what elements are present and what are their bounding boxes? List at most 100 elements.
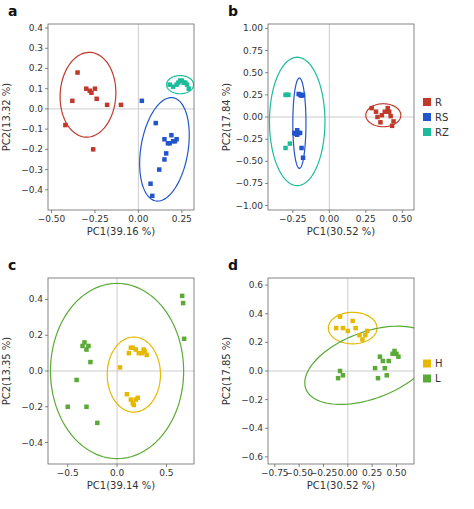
- x-tick: [117, 464, 118, 467]
- point: [295, 128, 300, 133]
- y-tick-label: 0.6: [249, 280, 264, 290]
- point: [383, 366, 388, 371]
- series: [283, 93, 292, 151]
- point: [157, 167, 162, 172]
- y-tick: [265, 139, 268, 140]
- panel: −0.50−0.250.000.25−0.4−0.3−0.2−0.10.00.1…: [1, 3, 194, 237]
- legend-label: L: [435, 373, 441, 384]
- y-tick: [45, 129, 48, 130]
- point: [169, 133, 174, 138]
- confidence-ellipse: [50, 283, 183, 458]
- point: [396, 354, 401, 359]
- x-axis-label: PC1(30.52 %): [307, 480, 376, 491]
- point: [88, 360, 93, 365]
- y-tick: [265, 72, 268, 73]
- point: [353, 326, 358, 331]
- confidence-ellipse: [107, 337, 160, 412]
- y-tick-label: 0.2: [249, 337, 263, 347]
- x-tick: [292, 210, 293, 213]
- x-tick-label: 0.00: [128, 214, 148, 224]
- series: [292, 92, 305, 160]
- legend-label: RS: [435, 112, 448, 123]
- y-tick: [45, 169, 48, 170]
- y-tick-label: 0.75: [243, 46, 263, 56]
- x-tick-label: 0.5: [159, 468, 173, 478]
- y-tick-label: 0.25: [243, 90, 263, 100]
- y-tick-label: 0.0: [249, 366, 264, 376]
- y-tick-label: 0.50: [243, 68, 263, 78]
- plot-frame: [48, 24, 194, 210]
- point: [185, 82, 190, 87]
- y-tick: [265, 50, 268, 51]
- y-tick-label: −0.4: [241, 423, 263, 433]
- y-tick: [265, 183, 268, 184]
- y-tick: [265, 205, 268, 206]
- x-tick-label: −0.5: [57, 468, 79, 478]
- point: [338, 314, 343, 319]
- point: [388, 114, 393, 119]
- point: [132, 403, 137, 408]
- point: [391, 119, 396, 124]
- point: [360, 337, 365, 342]
- point: [118, 365, 123, 370]
- x-tick-label: 0.00: [338, 468, 358, 478]
- y-tick: [45, 48, 48, 49]
- point: [154, 121, 159, 126]
- confidence-ellipse: [140, 98, 190, 201]
- point: [288, 141, 293, 146]
- point: [338, 369, 343, 374]
- legend-label: R: [435, 97, 442, 108]
- y-tick-label: −1.00: [235, 201, 263, 211]
- point: [296, 92, 301, 97]
- x-tick-label: 0.0: [110, 468, 125, 478]
- x-tick-label: −0.25: [81, 214, 109, 224]
- confidence-ellipse: [60, 52, 116, 137]
- confidence-ellipse: [305, 326, 414, 404]
- point: [95, 421, 100, 426]
- legend-swatch: [423, 113, 431, 121]
- point: [136, 396, 141, 401]
- confidence-ellipse: [328, 312, 377, 343]
- point: [63, 123, 68, 128]
- plot-area: [48, 24, 194, 210]
- y-tick: [45, 108, 48, 109]
- x-tick: [402, 210, 403, 213]
- point: [299, 146, 304, 151]
- point: [350, 319, 355, 324]
- y-tick-label: −0.4: [21, 438, 43, 448]
- x-tick: [396, 464, 397, 467]
- y-tick: [45, 68, 48, 69]
- y-tick-label: −0.3: [21, 165, 43, 175]
- point: [346, 329, 351, 334]
- x-tick-label: −0.50: [38, 214, 66, 224]
- y-tick: [45, 28, 48, 29]
- y-tick: [265, 285, 268, 286]
- legend-label: H: [435, 358, 443, 369]
- legend-swatch: [423, 98, 431, 106]
- x-tick: [138, 210, 139, 213]
- figure: −0.50−0.250.000.25−0.4−0.3−0.2−0.10.00.1…: [0, 0, 474, 509]
- panel-title: a: [8, 3, 17, 19]
- point: [369, 106, 374, 111]
- series: [65, 294, 186, 425]
- point: [187, 86, 192, 91]
- point: [75, 70, 80, 75]
- chart-container: −0.50−0.250.000.25−0.4−0.3−0.2−0.10.00.1…: [0, 0, 474, 509]
- y-tick-label: 0.0: [29, 366, 44, 376]
- point: [144, 353, 149, 358]
- x-tick-label: 0.25: [172, 214, 192, 224]
- y-tick: [45, 371, 48, 372]
- y-tick: [45, 189, 48, 190]
- point: [174, 137, 179, 142]
- point: [140, 99, 145, 104]
- data-area: [269, 57, 400, 185]
- point: [82, 340, 87, 345]
- panel: −0.50.00.5−0.4−0.20.00.20.4PC1(39.14 %)P…: [1, 257, 194, 491]
- series: [336, 349, 401, 381]
- y-tick: [265, 28, 268, 29]
- x-tick-label: 0.25: [362, 468, 382, 478]
- confidence-ellipse: [293, 78, 306, 168]
- y-tick-label: −0.4: [21, 185, 43, 195]
- y-tick: [45, 335, 48, 336]
- point: [375, 115, 380, 120]
